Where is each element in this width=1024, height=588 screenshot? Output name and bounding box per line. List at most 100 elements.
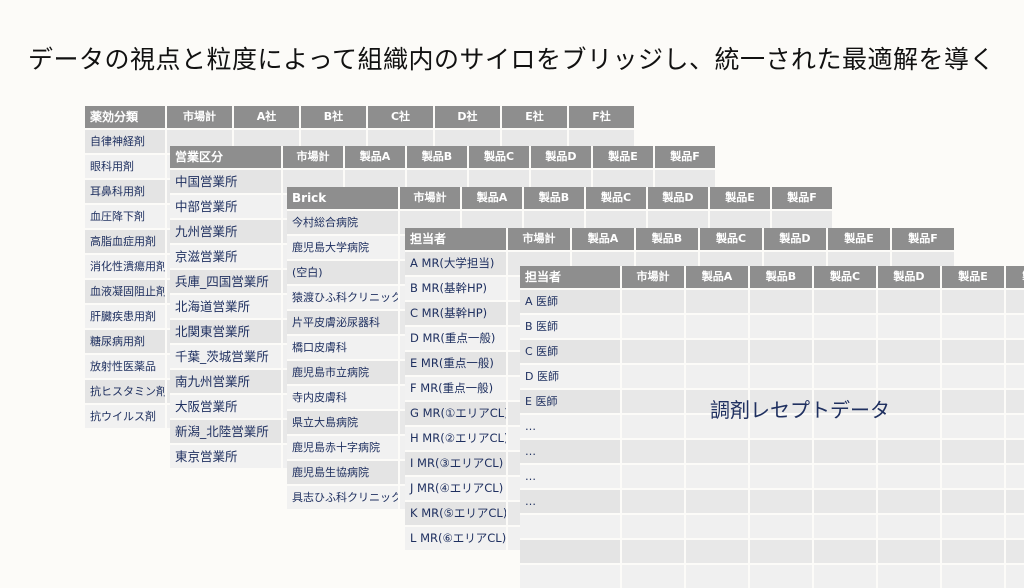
row-label: E MR(重点一般) [405,352,506,375]
row-label: 大阪営業所 [170,395,281,418]
column-header: 製品B [524,187,584,209]
table-cell [622,315,684,338]
row-label: … [520,465,620,488]
table-cell [942,540,1004,563]
row-label: 高脂血症用剤 [85,230,165,253]
row-label: 県立大島病院 [287,411,398,434]
row-label: I MR(③エリアCL) [405,452,506,475]
row-label: A MR(大学担当) [405,252,506,275]
table-cell [942,440,1004,463]
table-cell [1006,365,1024,388]
table-cell [814,365,876,388]
column-header: 製品A [462,187,522,209]
column-header: 製品D [648,187,708,209]
table-cell [942,490,1004,513]
row-label: E 医師 [520,390,620,413]
row-label: 放射性医薬品 [85,355,165,378]
table-cell [750,365,812,388]
row-label: B MR(基幹HP) [405,277,506,300]
table-cell [1006,390,1024,413]
table-cell [942,340,1004,363]
table-cell [750,415,812,438]
row-label: 具志ひふ科クリニック [287,486,398,509]
table-cell [814,340,876,363]
row-label: 兵庫_四国営業所 [170,270,281,293]
row-label: … [520,415,620,438]
row-label: 血液凝固阻止剤 [85,280,165,303]
table-cell [622,490,684,513]
column-header: 市場計 [508,228,570,250]
table-cell [878,390,940,413]
column-header: 製品D [878,266,940,288]
table-cell [814,440,876,463]
row-label: 自律神経剤 [85,130,165,153]
table-cell [622,365,684,388]
table-cell [622,540,684,563]
table-cell [942,315,1004,338]
table-cell [878,340,940,363]
column-header: 製品C [586,187,646,209]
row-label: 中部営業所 [170,195,281,218]
table-cell [814,490,876,513]
table-cell [878,365,940,388]
column-header: C社 [368,106,433,128]
table-cell [814,540,876,563]
table-cell [1006,440,1024,463]
row-label: 鹿児島市立病院 [287,361,398,384]
table-cell [686,565,748,588]
table-cell [1006,515,1024,538]
row-label: 猿渡ひふ科クリニック [287,286,398,309]
table-cell [1006,415,1024,438]
table-cell [686,390,748,413]
table-cell [1006,540,1024,563]
row-label: 消化性潰瘍用剤 [85,255,165,278]
table-cell [622,340,684,363]
column-header: 薬効分類 [85,106,165,128]
row-label: 抗ウイルス剤 [85,405,165,428]
table-cell [686,340,748,363]
table-cell [622,390,684,413]
table-cell [686,365,748,388]
dispensing-receipt-label: 調剤レセプトデータ [710,398,890,422]
row-label: 東京営業所 [170,445,281,468]
row-label: 千葉_茨城営業所 [170,345,281,368]
column-header: 製品C [814,266,876,288]
column-header: 製品A [345,146,405,168]
table-cell [750,340,812,363]
table-cell [942,290,1004,313]
row-label: C MR(基幹HP) [405,302,506,325]
row-label: (空白) [287,261,398,284]
row-label: 橋口皮膚科 [287,336,398,359]
column-header: 製品E [710,187,770,209]
table-cell [942,415,1004,438]
column-header: 製品B [636,228,698,250]
column-header: E社 [502,106,567,128]
column-header: 製品D [764,228,826,250]
row-label: C 医師 [520,340,620,363]
row-label: F MR(重点一般) [405,377,506,400]
column-header: 製品F [1006,266,1024,288]
table-cell [1006,290,1024,313]
row-label: … [520,440,620,463]
table-cell [1006,315,1024,338]
row-label: … [520,490,620,513]
table-cell [878,540,940,563]
column-header: 製品D [531,146,591,168]
row-label: A 医師 [520,290,620,313]
row-label: 鹿児島生協病院 [287,461,398,484]
table-cell [686,515,748,538]
row-label: 糖尿病用剤 [85,330,165,353]
row-label: L MR(⑥エリアCL) [405,527,506,550]
row-label [520,515,620,538]
row-label: 中国営業所 [170,170,281,193]
column-header: 市場計 [167,106,232,128]
table-cell [814,515,876,538]
table-cell [878,315,940,338]
row-label: J MR(④エリアCL) [405,477,506,500]
column-header: F社 [569,106,634,128]
table-cell [814,565,876,588]
column-header: 担当者 [520,266,620,288]
table-cell [942,465,1004,488]
table-cell [686,540,748,563]
row-label: 抗ヒスタミン剤 [85,380,165,403]
